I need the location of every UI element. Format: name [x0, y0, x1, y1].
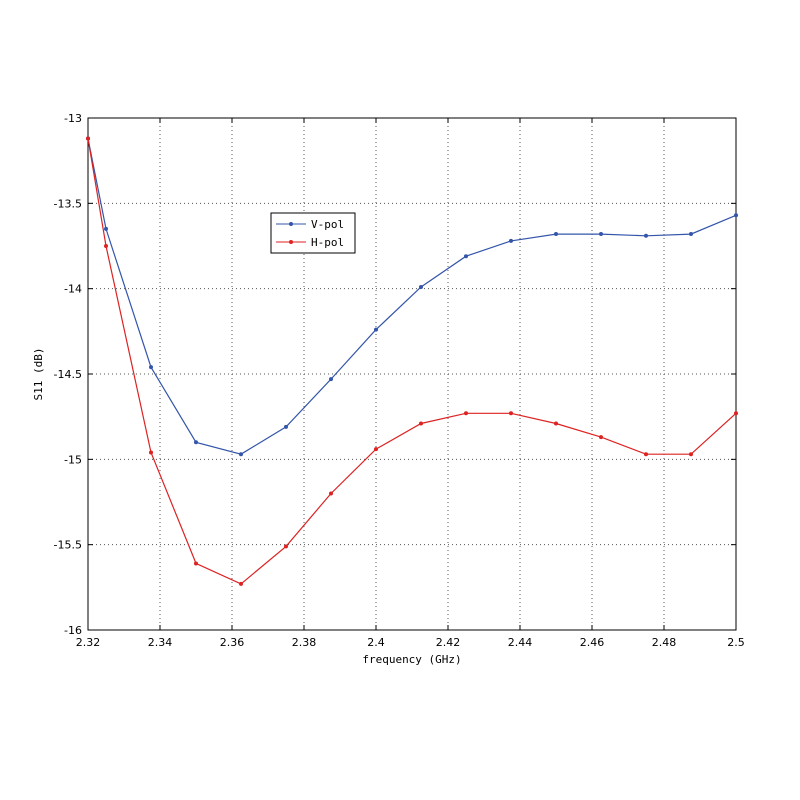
series-line-v-pol — [87, 138, 737, 455]
data-point-v-pol — [644, 233, 648, 238]
data-point-v-pol — [149, 365, 153, 370]
legend: V-pol H-pol — [270, 212, 356, 254]
x-tick-label: 2.4 — [367, 636, 385, 649]
legend-label-h-pol: H-pol — [311, 236, 344, 249]
y-tick-label: -15.5 — [54, 539, 82, 552]
data-point-h-pol — [509, 411, 513, 416]
data-point-v-pol — [734, 213, 738, 218]
x-tick-label: 2.44 — [508, 636, 533, 649]
x-tick-label: 2.42 — [436, 636, 461, 649]
legend-marker-v-pol — [289, 222, 293, 226]
x-tick-label: 2.46 — [580, 636, 605, 649]
data-point-v-pol — [464, 254, 468, 259]
data-point-v-pol — [509, 238, 513, 243]
data-point-v-pol — [554, 232, 558, 237]
x-axis-label: frequency (GHz) — [362, 653, 461, 666]
data-point-h-pol — [644, 452, 648, 457]
x-tick-label: 2.38 — [292, 636, 317, 649]
x-tick-label: 2.48 — [652, 636, 677, 649]
series-line-h-pol — [87, 138, 737, 585]
y-tick-label: -14 — [64, 283, 82, 296]
data-point-h-pol — [374, 447, 378, 452]
x-tick-label: 2.5 — [727, 636, 745, 649]
data-point-v-pol — [194, 440, 198, 445]
data-point-h-pol — [554, 421, 558, 426]
data-point-h-pol — [419, 421, 423, 426]
legend-box — [270, 212, 356, 254]
data-point-h-pol — [599, 435, 603, 440]
legend-marker-h-pol — [289, 240, 293, 244]
legend-label-v-pol: V-pol — [311, 218, 344, 231]
data-point-h-pol — [734, 411, 738, 416]
y-axis-label: S11 (dB) — [32, 348, 45, 401]
data-point-h-pol — [194, 561, 198, 566]
data-point-h-pol — [464, 411, 468, 416]
y-tick-label: -16 — [64, 624, 82, 637]
y-tick-label: -14.5 — [54, 368, 82, 381]
x-tick-label: 2.34 — [148, 636, 173, 649]
data-point-v-pol — [419, 284, 423, 289]
data-point-v-pol — [599, 232, 603, 237]
y-tick-label: -13.5 — [54, 197, 82, 210]
data-point-h-pol — [329, 491, 333, 496]
data-point-v-pol — [374, 327, 378, 332]
data-point-v-pol — [104, 226, 108, 231]
x-tick-label: 2.36 — [220, 636, 245, 649]
data-point-v-pol — [329, 377, 333, 382]
data-point-v-pol — [689, 232, 693, 237]
data-point-v-pol — [239, 452, 243, 457]
y-tick-label: -15 — [64, 453, 82, 466]
data-point-h-pol — [149, 450, 153, 455]
grid — [88, 118, 736, 630]
x-tick-label: 2.32 — [76, 636, 101, 649]
data-point-v-pol — [284, 424, 288, 429]
data-point-h-pol — [104, 244, 108, 248]
data-point-h-pol — [86, 136, 90, 141]
y-tick-label: -13 — [64, 112, 82, 125]
data-point-h-pol — [284, 544, 288, 549]
series-group — [86, 136, 738, 586]
data-point-h-pol — [239, 581, 243, 586]
data-point-h-pol — [689, 452, 693, 457]
axis-ticks: 2.32 2.34 2.36 2.38 2.4 2.42 2.44 2.46 2.48 2.5 -1… — [54, 112, 745, 649]
